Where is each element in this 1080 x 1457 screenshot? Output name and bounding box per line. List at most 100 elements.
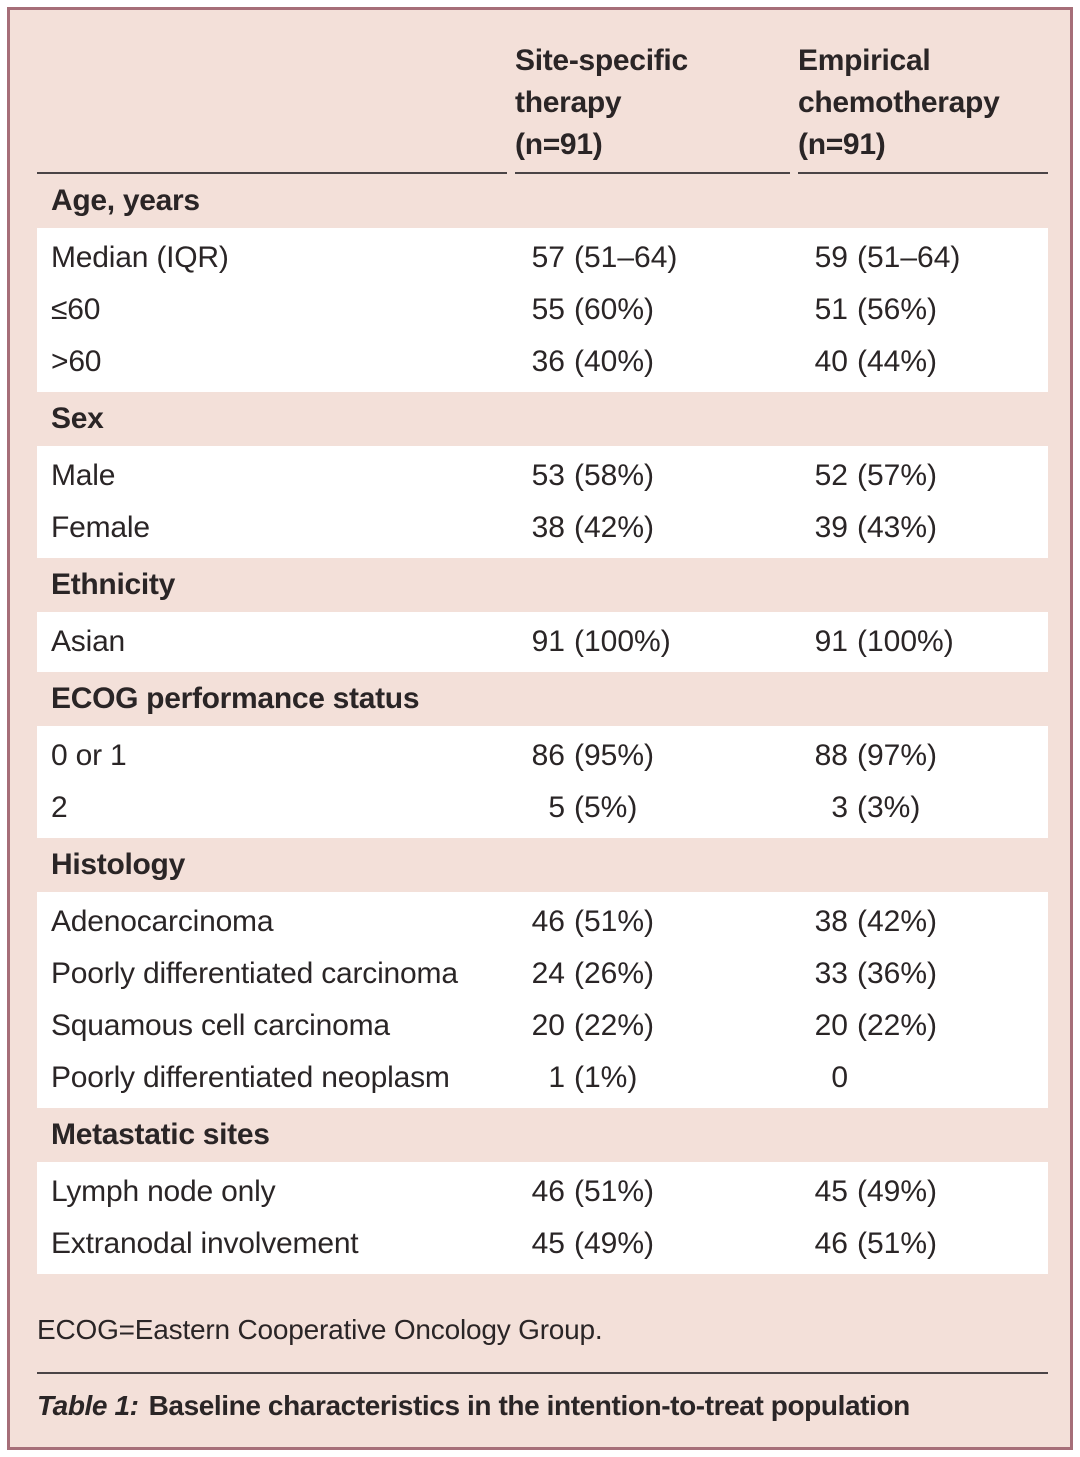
section-header-histology: Histology — [37, 838, 1048, 892]
table-row: >60 36 (40%) 40 (44%) — [37, 336, 1048, 388]
value-number: 45 — [531, 1227, 565, 1260]
value-empirical: 3 (3%) — [790, 791, 1048, 825]
value-number: 45 — [814, 1175, 848, 1208]
value-number: 55 — [531, 293, 565, 326]
value-number: 46 — [531, 1175, 565, 1208]
section-rows-metastatic-sites: Lymph node only 46 (51%) 45 (49%) Extranod… — [37, 1162, 1048, 1274]
value-empirical: 40 (44%) — [790, 345, 1048, 379]
value-paren: (97%) — [857, 739, 938, 772]
table-row: ≤60 55 (60%) 51 (56%) — [37, 284, 1048, 336]
header-rule-segment — [37, 172, 507, 174]
table-footnote: ECOG=Eastern Cooperative Oncology Group. — [37, 1314, 603, 1345]
value-number: 38 — [531, 511, 565, 544]
section-header-age: Age, years — [37, 174, 1048, 228]
row-label: Asian — [51, 625, 126, 658]
value-number: 59 — [814, 241, 848, 274]
header-rule — [37, 172, 1048, 174]
value-paren: (42%) — [574, 511, 655, 544]
value-site-specific: 46 (51%) — [507, 1175, 790, 1209]
value-empirical: 88 (97%) — [790, 739, 1048, 773]
value-paren: (43%) — [857, 511, 938, 544]
value-number: 52 — [814, 459, 848, 492]
table-caption: Table 1: Baseline characteristics in the … — [37, 1390, 1048, 1422]
section-rows-sex: Male 53 (58%) 52 (57%) Female 38 (42%) 39 (4… — [37, 446, 1048, 558]
value-number: 24 — [531, 957, 565, 990]
table-row: Median (IQR) 57 (51–64) 59 (51–64) — [37, 232, 1048, 284]
table-row: Asian 91 (100%) 91 (100%) — [37, 616, 1048, 668]
row-label: Adenocarcinoma — [51, 905, 274, 938]
value-empirical: 46 (51%) — [790, 1227, 1048, 1261]
section-header-label: Age, years — [51, 184, 200, 217]
value-site-specific: 1 (1%) — [507, 1061, 790, 1095]
header-rule-segment — [515, 172, 790, 174]
column-header-empirical: Empirical chemotherapy (n=91) — [798, 44, 1000, 161]
value-site-specific: 20 (22%) — [507, 1009, 790, 1043]
section-header-label: Histology — [51, 848, 185, 881]
value-number: 46 — [814, 1227, 848, 1260]
row-label: Extranodal involvement — [51, 1227, 359, 1260]
section-rows-histology: Adenocarcinoma 46 (51%) 38 (42%) Poorly di… — [37, 892, 1048, 1108]
value-number: 0 — [831, 1061, 848, 1094]
row-label: Male — [51, 459, 116, 492]
row-label: Poorly differentiated neoplasm — [51, 1061, 450, 1094]
value-paren: (5%) — [574, 791, 638, 824]
section-header-label: ECOG performance status — [51, 682, 420, 715]
section-header-label: Metastatic sites — [51, 1118, 270, 1151]
value-empirical: 45 (49%) — [790, 1175, 1048, 1209]
value-paren: (58%) — [574, 459, 655, 492]
row-label: Median (IQR) — [51, 241, 229, 274]
value-number: 86 — [531, 739, 565, 772]
section-rows-ethnicity: Asian 91 (100%) 91 (100%) — [37, 612, 1048, 672]
value-number: 57 — [531, 241, 565, 274]
row-label: ≤60 — [51, 293, 101, 326]
value-number: 51 — [814, 293, 848, 326]
value-paren: (60%) — [574, 293, 655, 326]
row-label: >60 — [51, 345, 102, 378]
section-header-sex: Sex — [37, 392, 1048, 446]
value-number: 39 — [814, 511, 848, 544]
value-paren: (95%) — [574, 739, 655, 772]
value-number: 40 — [814, 345, 848, 378]
value-number: 3 — [831, 791, 848, 824]
value-number: 46 — [531, 905, 565, 938]
table-row: Squamous cell carcinoma 20 (22%) 20 (22%) — [37, 1000, 1048, 1052]
section-header-ethnicity: Ethnicity — [37, 558, 1048, 612]
table-row: Extranodal involvement 45 (49%) 46 (51%) — [37, 1218, 1048, 1270]
value-site-specific: 55 (60%) — [507, 293, 790, 327]
section-header-label: Ethnicity — [51, 568, 175, 601]
value-paren: (51%) — [574, 1175, 655, 1208]
column-header-site-specific: Site-specific therapy (n=91) — [515, 44, 688, 161]
section-header-ecog: ECOG performance status — [37, 672, 1048, 726]
value-site-specific: 91 (100%) — [507, 625, 790, 659]
value-empirical: 52 (57%) — [790, 459, 1048, 493]
value-paren: (3%) — [857, 791, 921, 824]
value-empirical: 20 (22%) — [790, 1009, 1048, 1043]
value-number: 38 — [814, 905, 848, 938]
table-row: Female 38 (42%) 39 (43%) — [37, 502, 1048, 554]
value-site-specific: 36 (40%) — [507, 345, 790, 379]
table-row: Poorly differentiated carcinoma 24 (26%) … — [37, 948, 1048, 1000]
value-number: 91 — [531, 625, 565, 658]
value-number: 1 — [548, 1061, 565, 1094]
value-paren: (49%) — [574, 1227, 655, 1260]
table-row: Male 53 (58%) 52 (57%) — [37, 450, 1048, 502]
table-row: 0 or 1 86 (95%) 88 (97%) — [37, 730, 1048, 782]
value-number: 53 — [531, 459, 565, 492]
value-empirical: 51 (56%) — [790, 293, 1048, 327]
value-empirical: 0 — [790, 1061, 1048, 1095]
value-site-specific: 86 (95%) — [507, 739, 790, 773]
table-caption-text: Baseline characteristics in the intentio… — [148, 1390, 911, 1421]
row-label: Poorly differentiated carcinoma — [51, 957, 458, 990]
value-empirical: 59 (51–64) — [790, 241, 1048, 275]
value-paren: (56%) — [857, 293, 938, 326]
table-row: Poorly differentiated neoplasm 1 (1%) 0 — [37, 1052, 1048, 1104]
value-number: 33 — [814, 957, 848, 990]
value-site-specific: 38 (42%) — [507, 511, 790, 545]
value-site-specific: 53 (58%) — [507, 459, 790, 493]
row-label: Squamous cell carcinoma — [51, 1009, 390, 1042]
value-paren: (51–64) — [857, 241, 961, 274]
table-row: Lymph node only 46 (51%) 45 (49%) — [37, 1166, 1048, 1218]
value-empirical: 33 (36%) — [790, 957, 1048, 991]
value-empirical: 38 (42%) — [790, 905, 1048, 939]
